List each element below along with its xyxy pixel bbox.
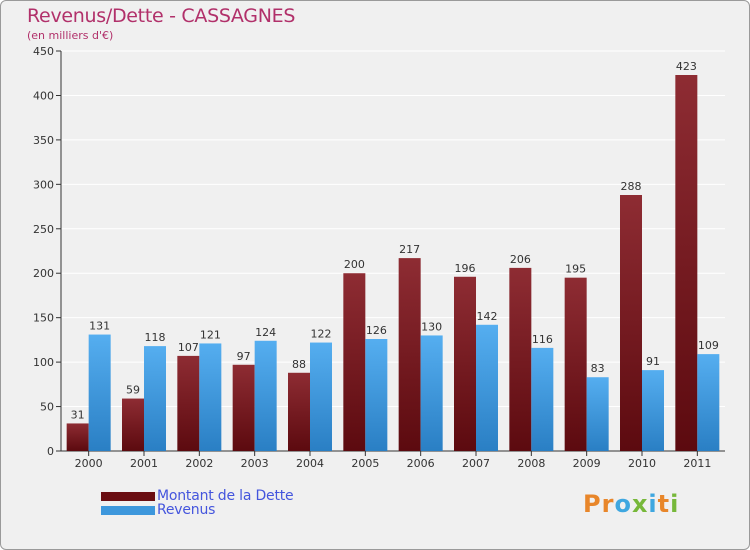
data-label-revenus: 118 — [145, 331, 166, 344]
data-label-dette: 97 — [237, 350, 251, 363]
bar-revenus — [531, 347, 554, 451]
data-label-revenus: 131 — [89, 320, 110, 333]
data-label-dette: 107 — [178, 341, 199, 354]
data-label-revenus: 122 — [311, 328, 332, 341]
data-label-revenus: 126 — [366, 324, 387, 337]
bar-dette — [398, 258, 421, 451]
bar-revenus — [365, 339, 388, 451]
bar-revenus — [88, 334, 111, 451]
y-tick-label: 100 — [33, 356, 54, 369]
x-tick-label: 2007 — [462, 457, 490, 470]
data-label-dette: 200 — [344, 258, 365, 271]
data-label-revenus: 83 — [591, 362, 605, 375]
data-label-dette: 195 — [565, 263, 586, 276]
chart-title: Revenus/Dette - CASSAGNES — [27, 5, 296, 27]
bar-dette — [122, 398, 144, 451]
y-tick-label: 50 — [40, 401, 54, 414]
y-tick-label: 0 — [47, 445, 54, 458]
chart-subtitle: (en milliers d'€) — [27, 29, 114, 42]
bar-revenus — [697, 354, 720, 451]
logo-letter: i — [648, 490, 658, 518]
y-tick-label: 250 — [33, 223, 54, 236]
bar-revenus — [476, 324, 498, 451]
x-tick-label: 2004 — [296, 457, 324, 470]
bar-dette — [509, 267, 532, 451]
legend-swatch-revenus — [101, 505, 155, 515]
logo-letter: i — [670, 490, 680, 518]
y-tick-label: 450 — [33, 45, 54, 58]
bar-dette — [343, 273, 366, 451]
data-label-dette: 88 — [292, 358, 306, 371]
bar-dette — [288, 372, 310, 451]
data-label-revenus: 130 — [421, 320, 442, 333]
bar-dette — [620, 195, 642, 451]
x-tick-label: 2002 — [185, 457, 213, 470]
logo-letter: o — [614, 490, 632, 518]
x-tick-label: 2000 — [75, 457, 103, 470]
data-label-revenus: 121 — [200, 328, 221, 341]
y-tick-label: 200 — [33, 267, 54, 280]
x-tick-label: 2008 — [517, 457, 545, 470]
data-label-revenus: 142 — [477, 310, 498, 323]
bar-dette — [675, 75, 698, 451]
y-tick-label: 150 — [33, 312, 54, 325]
y-tick-label: 350 — [33, 134, 54, 147]
data-label-dette: 196 — [455, 262, 476, 275]
data-label-dette: 288 — [621, 180, 642, 193]
bar-dette — [232, 364, 255, 451]
legend-label-revenus: Revenus — [157, 502, 216, 518]
data-label-revenus: 91 — [646, 355, 660, 368]
data-label-dette: 423 — [676, 60, 697, 73]
x-tick-label: 2011 — [683, 457, 711, 470]
legend-label-dette: Montant de la Dette — [157, 488, 294, 504]
data-label-dette: 31 — [71, 408, 85, 421]
data-label-dette: 59 — [126, 384, 140, 397]
logo-letter: t — [657, 490, 671, 518]
x-tick-label: 2010 — [628, 457, 656, 470]
logo-letter: r — [601, 490, 615, 518]
logo-letter: P — [583, 490, 602, 518]
data-label-revenus: 109 — [698, 339, 719, 352]
logo-letter: x — [631, 490, 649, 518]
y-tick-label: 300 — [33, 178, 54, 191]
bar-dette — [564, 277, 587, 451]
data-label-dette: 217 — [399, 243, 420, 256]
x-tick-label: 2003 — [241, 457, 269, 470]
bar-revenus — [642, 370, 664, 451]
x-tick-label: 2005 — [351, 457, 379, 470]
x-tick-label: 2006 — [407, 457, 435, 470]
bar-revenus — [144, 346, 166, 451]
x-tick-label: 2009 — [573, 457, 601, 470]
legend-swatch-dette — [101, 491, 155, 501]
data-label-revenus: 116 — [532, 333, 553, 346]
bar-revenus — [199, 343, 222, 451]
bar-dette — [454, 276, 476, 451]
bar-revenus — [586, 377, 609, 451]
legend-item-revenus: Revenus — [101, 502, 215, 518]
bar-dette — [66, 423, 89, 451]
bar-revenus — [420, 335, 443, 451]
data-label-revenus: 124 — [255, 326, 276, 339]
bar-dette — [177, 355, 200, 451]
data-label-dette: 206 — [510, 253, 531, 266]
proxiti-logo: Proxiti — [583, 490, 679, 518]
y-tick-label: 400 — [33, 89, 54, 102]
legend-item-dette: Montant de la Dette — [101, 488, 294, 504]
bar-revenus — [310, 342, 332, 451]
x-tick-label: 2001 — [130, 457, 158, 470]
bar-revenus — [254, 340, 277, 451]
